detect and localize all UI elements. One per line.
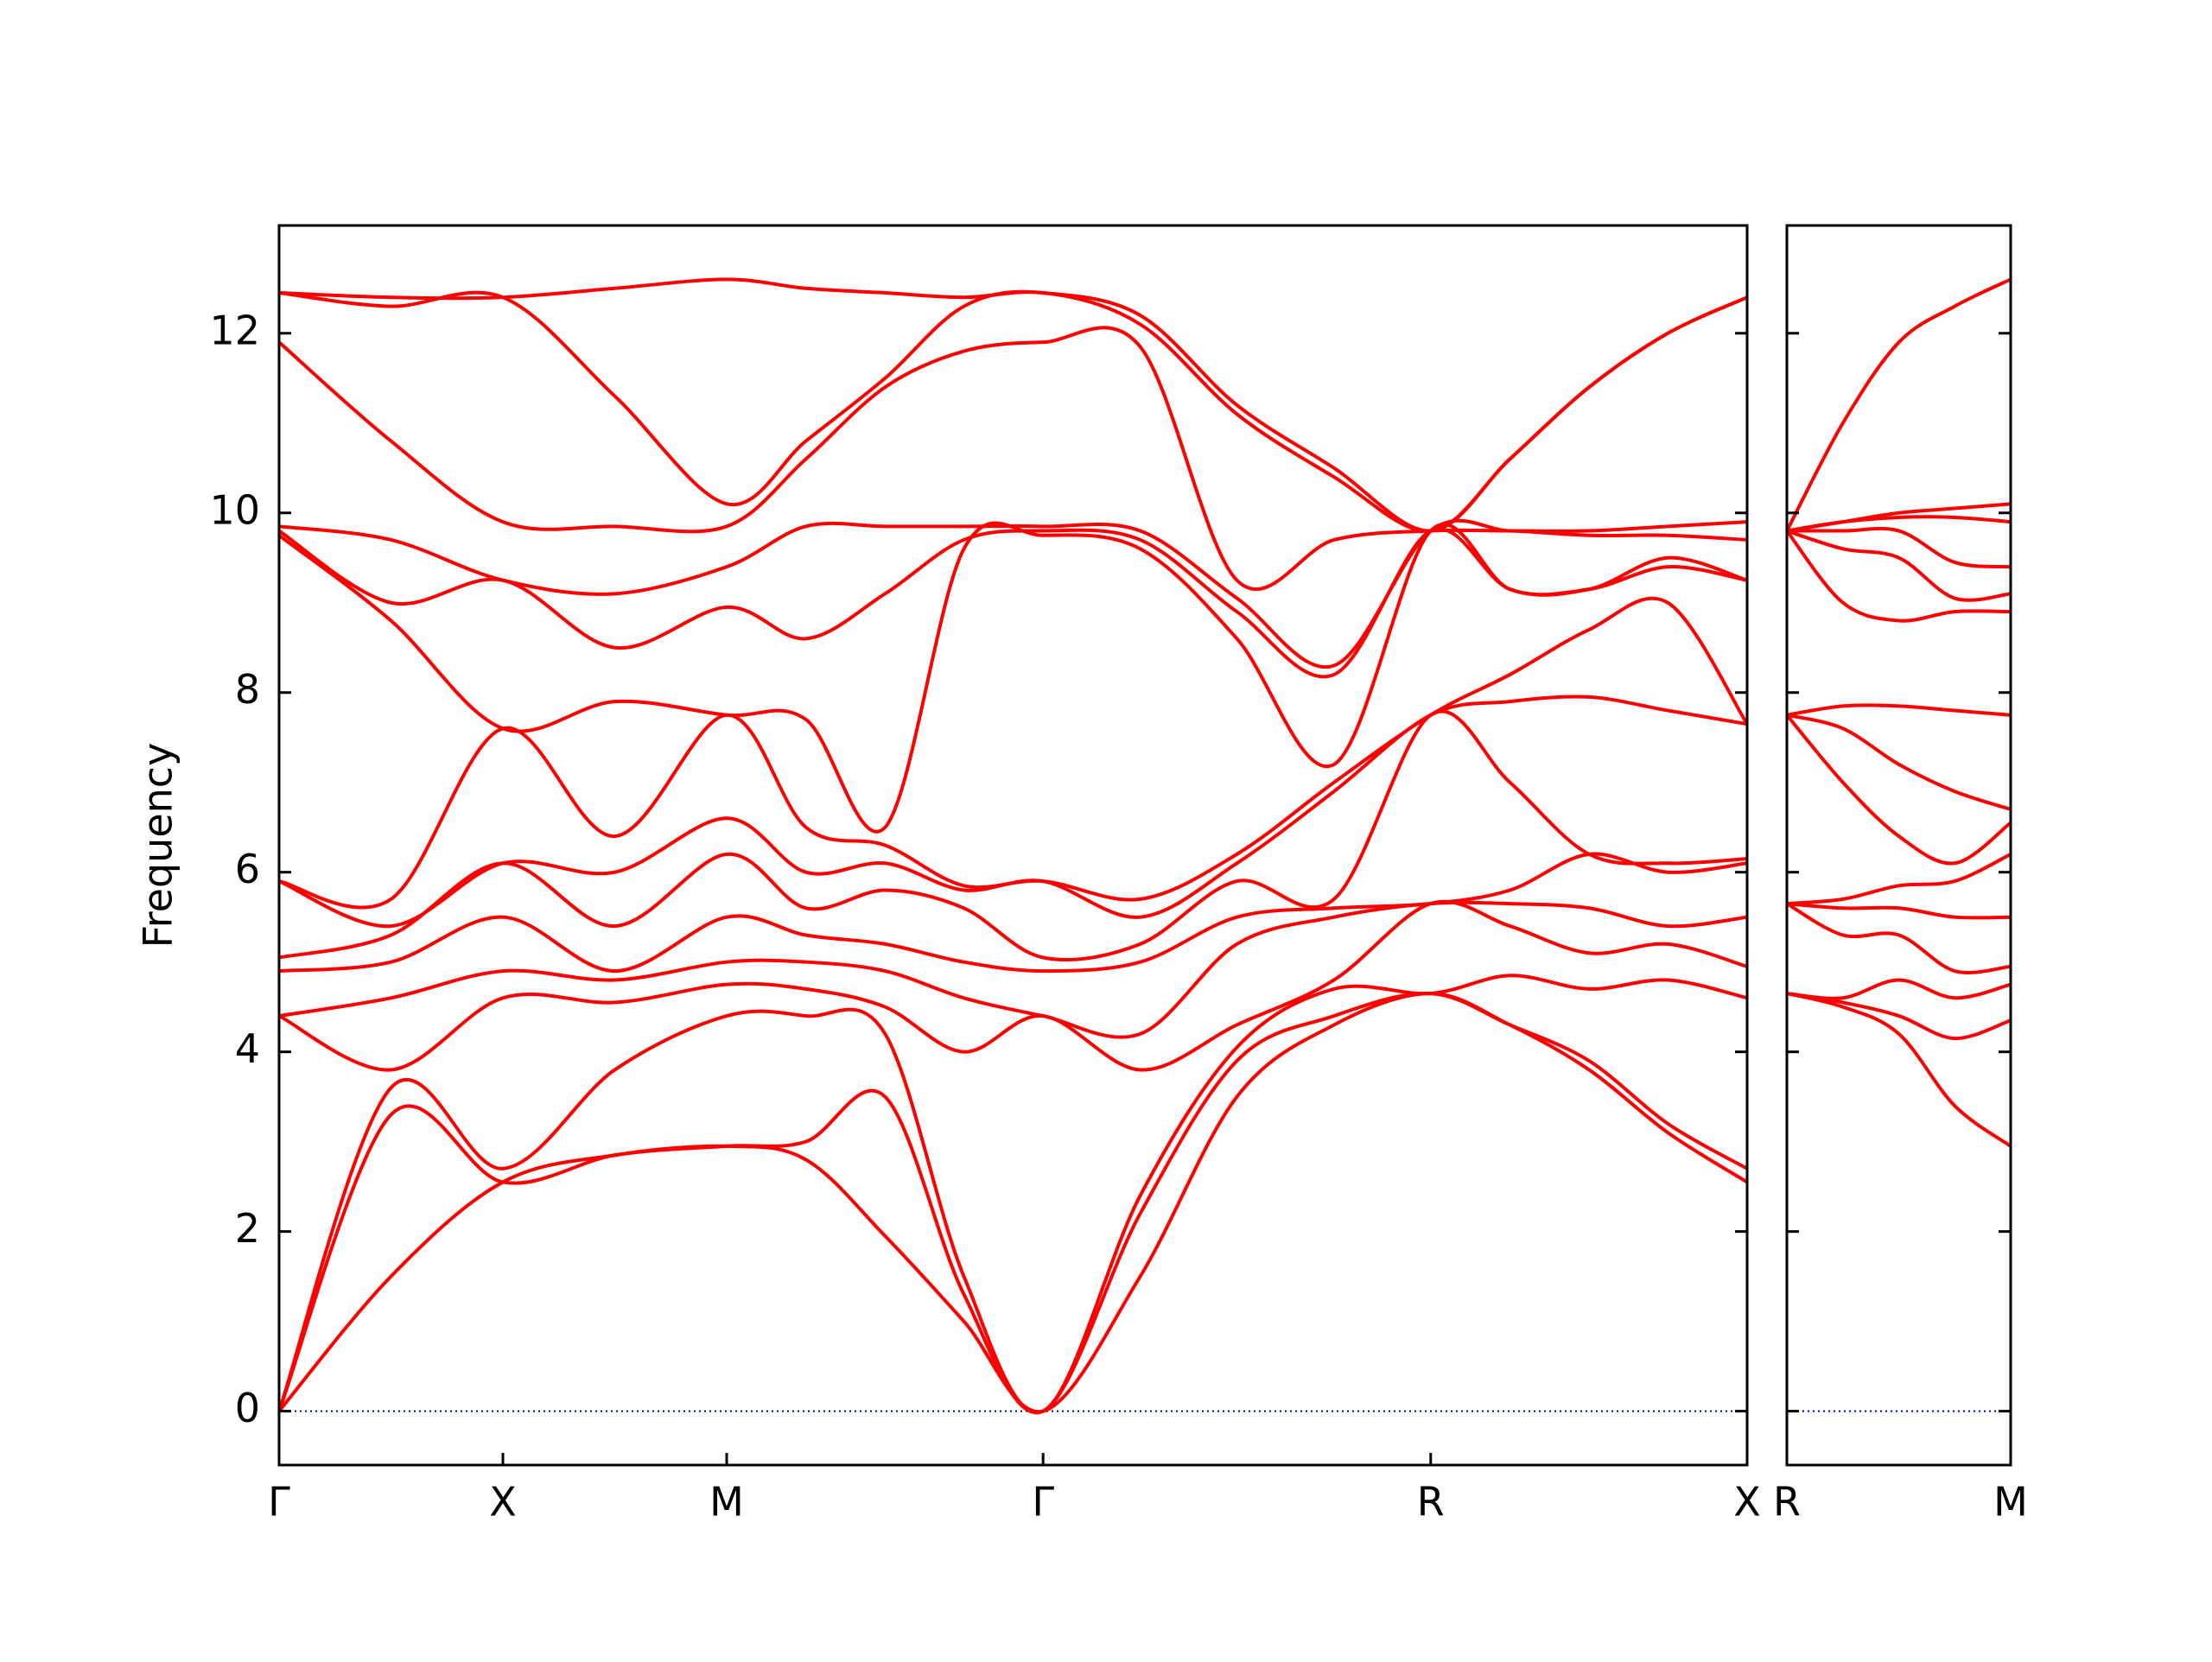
x-tick-label: Γ (268, 1479, 290, 1526)
y-tick-label: 12 (209, 307, 260, 353)
x-tick-label: X (1733, 1479, 1761, 1526)
band-line (279, 992, 1747, 1415)
band-line (1787, 978, 2011, 1000)
x-tick-label: R (1417, 1479, 1445, 1526)
y-tick-label: 0 (235, 1385, 260, 1431)
y-tick-label: 8 (235, 666, 260, 713)
plot-area (279, 277, 1747, 1415)
band-line (1787, 992, 2011, 1148)
y-axis-label: Frequency (135, 743, 181, 948)
band-line (279, 852, 1747, 974)
band-line (279, 596, 1747, 910)
band-line (1787, 502, 2011, 533)
band-line (279, 992, 1747, 1414)
y-tick-label: 4 (235, 1025, 260, 1072)
band-line (1787, 703, 2011, 717)
plot-area (1787, 277, 2011, 1412)
band-line (1787, 526, 2011, 569)
x-tick-label: M (709, 1479, 744, 1526)
band-line (1787, 714, 2011, 866)
x-tick-label: Γ (1032, 1479, 1054, 1526)
axes-frame (1785, 224, 2012, 1467)
y-tick-label: 2 (235, 1205, 260, 1252)
band-line (1787, 530, 2011, 623)
band-line (279, 899, 1747, 1072)
band-line (1787, 902, 2011, 920)
band-line (1787, 713, 2011, 811)
band-line (279, 277, 1747, 533)
band-line (279, 900, 1747, 1039)
band-line (1787, 529, 2011, 602)
band-line (279, 326, 1747, 592)
y-tick-label: 6 (235, 846, 260, 892)
axes-frame (277, 224, 1749, 1467)
band-line (279, 527, 1747, 679)
band-line (279, 521, 1747, 834)
band-line (1787, 853, 2011, 906)
x-tick-label: X (489, 1479, 517, 1526)
y-tick-label: 10 (209, 486, 260, 533)
band-line (279, 974, 1747, 1415)
band-line (1787, 277, 2011, 532)
x-tick-label: M (1993, 1479, 2028, 1526)
x-tick-label: R (1773, 1479, 1801, 1526)
band-line (279, 709, 1747, 962)
band-line (1787, 902, 2011, 974)
band-line (279, 289, 1747, 533)
